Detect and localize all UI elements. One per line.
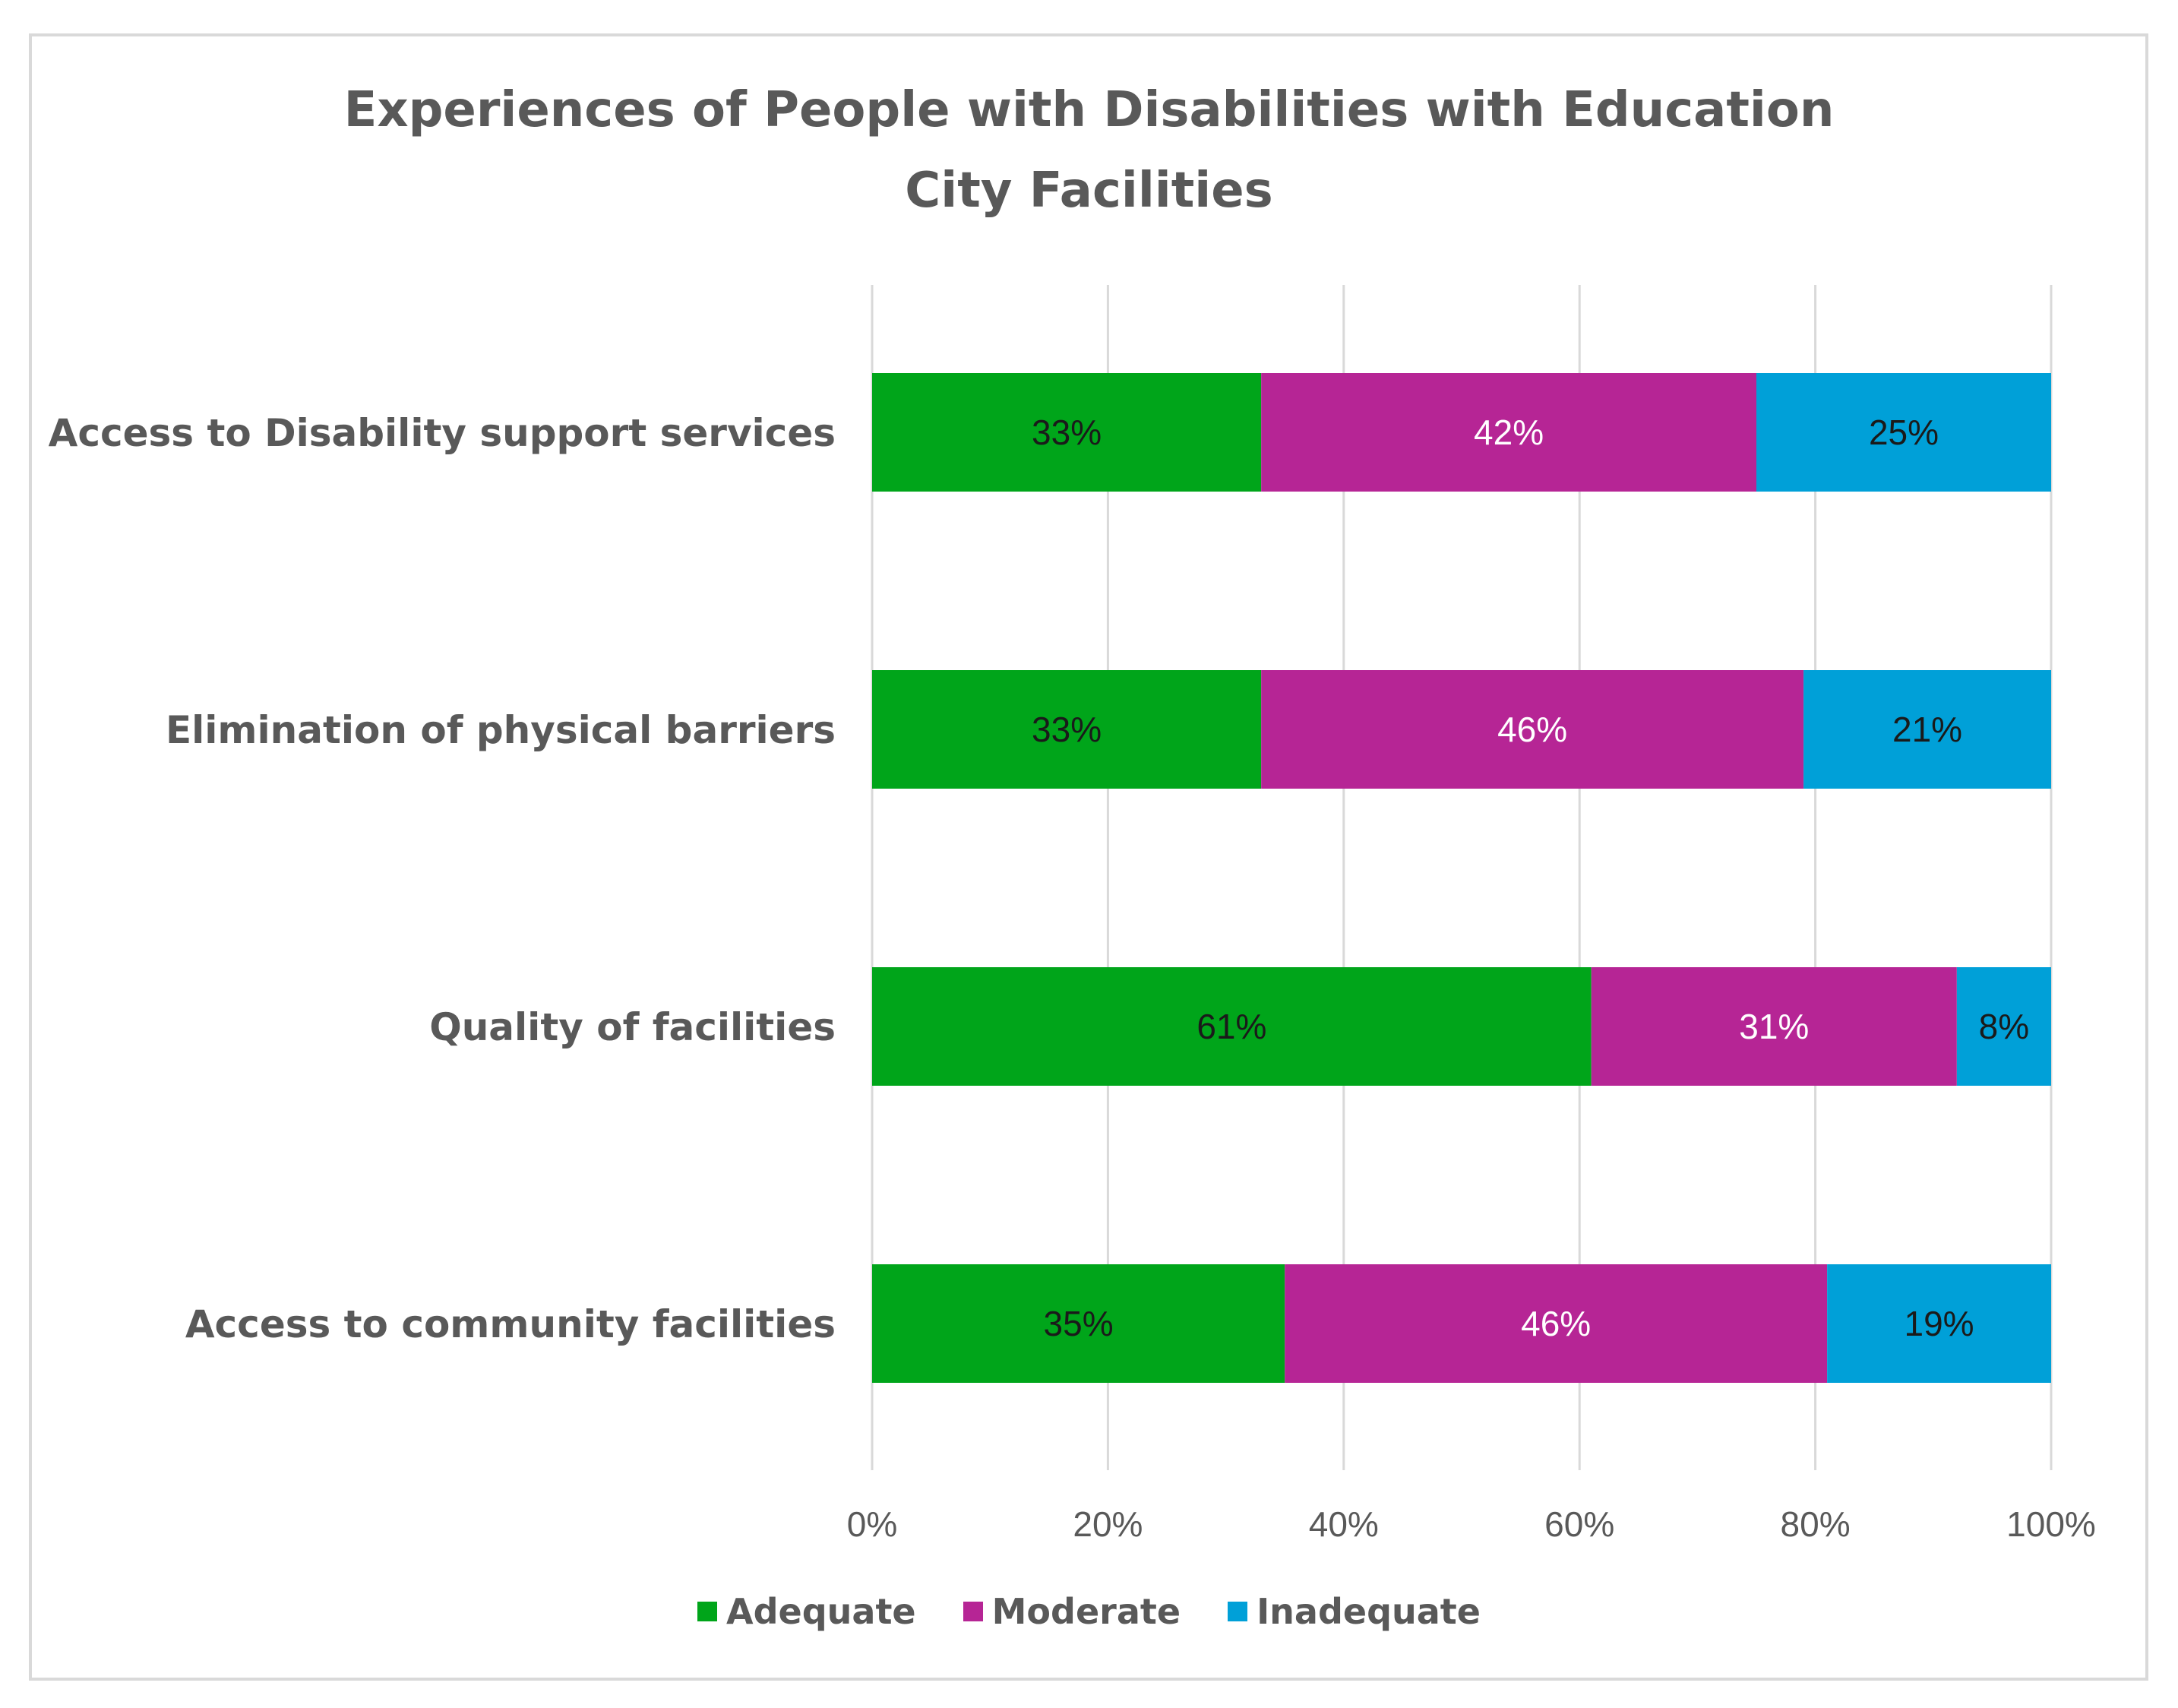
bar-inadequate xyxy=(1803,670,2051,789)
bar-adequate xyxy=(872,373,1262,492)
chart-frame xyxy=(29,33,2148,1681)
data-label: 31% xyxy=(1739,1007,1809,1046)
legend-item: Inadequate xyxy=(1228,1591,1481,1632)
data-label: 35% xyxy=(1044,1304,1114,1343)
legend-swatch xyxy=(963,1602,983,1621)
data-label: 46% xyxy=(1497,710,1567,749)
bar-inadequate xyxy=(1956,967,2051,1086)
legend-label: Moderate xyxy=(991,1591,1181,1632)
bar-inadequate xyxy=(1827,1264,2051,1383)
data-label: 33% xyxy=(1032,413,1102,452)
data-label: 46% xyxy=(1521,1304,1591,1343)
chart-title-line-2: City Facilities xyxy=(905,163,1273,219)
legend-swatch xyxy=(1228,1602,1248,1621)
bar-moderate xyxy=(1285,1264,1828,1383)
category-label: Access to community facilities xyxy=(185,1302,836,1346)
category-label: Access to Disability support services xyxy=(49,411,836,455)
x-tick-label: 60% xyxy=(1544,1504,1614,1544)
category-label: Elimination of physical barriers xyxy=(166,708,836,752)
bar-moderate xyxy=(1591,967,1957,1086)
x-tick-label: 20% xyxy=(1073,1504,1143,1544)
category-label: Quality of facilities xyxy=(429,1005,836,1049)
chart-title-line-1: Experiences of People with Disabilities … xyxy=(343,82,1835,138)
legend-label: Adequate xyxy=(726,1591,916,1632)
data-label: 61% xyxy=(1196,1007,1266,1046)
x-tick-label: 0% xyxy=(847,1504,897,1544)
bar-adequate xyxy=(872,1264,1285,1383)
data-label: 8% xyxy=(1979,1007,2029,1046)
legend-swatch xyxy=(697,1602,717,1621)
chart-title: Experiences of People with Disabilities … xyxy=(0,70,2178,231)
bar-adequate xyxy=(872,670,1262,789)
bar-adequate xyxy=(872,967,1592,1086)
legend-label: Inadequate xyxy=(1257,1591,1481,1632)
bar-inadequate xyxy=(1756,373,2051,492)
x-tick-label: 80% xyxy=(1781,1504,1851,1544)
chart-legend: Adequate Moderate Inadequate xyxy=(0,1591,2178,1632)
bar-moderate xyxy=(1261,373,1756,492)
x-tick-label: 100% xyxy=(2006,1504,2096,1544)
data-label: 25% xyxy=(1869,413,1939,452)
legend-item: Adequate xyxy=(697,1591,916,1632)
legend-item: Moderate xyxy=(963,1591,1181,1632)
data-label: 21% xyxy=(1892,710,1962,749)
x-tick-label: 40% xyxy=(1309,1504,1379,1544)
data-label: 19% xyxy=(1905,1304,1974,1343)
data-label: 42% xyxy=(1474,413,1544,452)
data-label: 33% xyxy=(1032,710,1102,749)
bar-moderate xyxy=(1261,670,1804,789)
